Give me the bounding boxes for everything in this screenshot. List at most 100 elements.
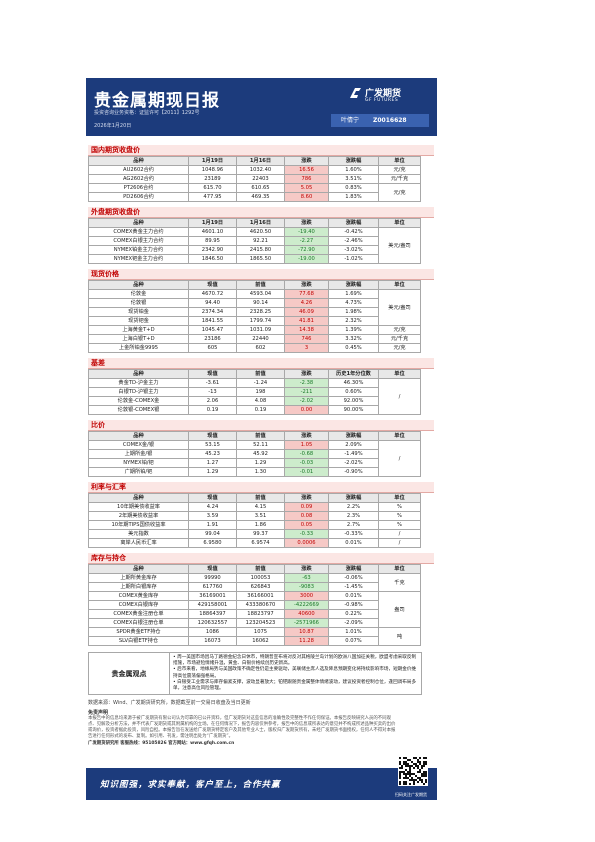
column-header: 现值 [188, 369, 237, 379]
qr-module [413, 781, 415, 783]
column-header: 涨跌 [284, 156, 329, 166]
qr-module [403, 757, 405, 759]
column-header: 品种 [88, 218, 189, 228]
column-header: 品种 [88, 493, 189, 503]
column-header: 涨跌 [284, 218, 329, 228]
qr-module [407, 773, 409, 775]
cell: 1.86 [236, 520, 285, 530]
item-name: 10年期美债收益率 [88, 502, 189, 512]
qr-module [405, 783, 407, 785]
unit: / [378, 538, 421, 548]
cell: 77.68 [284, 289, 329, 299]
cell: -3.61 [188, 378, 237, 388]
section: 基差 品种 现值 前值 涨跌 历史1年分位数 单位 黄金TD-沪金主力 -3.61 -1.24 -2… [88, 358, 435, 415]
cell: 1.01% [328, 627, 379, 637]
cell: 18823797 [236, 609, 285, 619]
unit: % [378, 502, 421, 512]
license: 投资咨询业务资格：证监许可【2011】1292号 [94, 110, 200, 116]
qr-module [405, 761, 407, 763]
slogan: 知识图强，求实奉献，客户至上，合作共赢 [100, 780, 281, 790]
qr-module [425, 775, 427, 777]
cell: 2.32% [328, 316, 379, 326]
cell: 16073 [188, 636, 237, 646]
item-name: 美元指数 [88, 529, 189, 539]
cell: 1865.50 [236, 254, 285, 264]
data-row: 上期所白银库存 617760 626843 -9083 -1.45% [88, 582, 421, 592]
column-header: 单位 [378, 218, 421, 228]
data-row: 上期所黄金库存 99990 100053 -63 -0.06% 千克 [88, 573, 421, 592]
cell: -19.00 [284, 254, 329, 264]
cell: 1.83% [328, 192, 379, 202]
qr-module [411, 773, 413, 775]
cell: -0.90% [328, 467, 379, 477]
header-row: 品种 现值 前值 涨跌 涨跌幅 单位 [88, 280, 421, 290]
column-header: 涨跌 [284, 564, 329, 574]
cell: 1.29 [236, 458, 285, 468]
column-header: 1月19日 [188, 218, 237, 228]
cell: 433380670 [236, 600, 285, 610]
item-name: COMEX金/银 [88, 440, 189, 450]
cell: 0.05 [284, 520, 329, 530]
column-header: 单位 [378, 431, 421, 441]
cell: 36166001 [236, 591, 285, 601]
column-header: 涨跌 [284, 369, 329, 379]
cell: 4670.72 [188, 289, 237, 299]
qr-module [409, 767, 411, 769]
data-table: 品种 现值 前值 涨跌 涨跌幅 单位 伦敦金 4670.72 4593.04 77.68 1.69%… [88, 280, 421, 353]
cell: 610.65 [236, 183, 285, 193]
qr-module [409, 783, 411, 785]
column-header: 现值 [188, 431, 237, 441]
cell: 198 [236, 387, 285, 397]
cell: 120632557 [188, 618, 237, 628]
item-name: COMEX黄金库存 [88, 591, 189, 601]
cell: 41.81 [284, 316, 329, 326]
cell: 2415.80 [236, 245, 285, 255]
cell: 0.00 [284, 405, 329, 415]
cell: -1.45% [328, 582, 379, 592]
qr-module [411, 777, 413, 779]
qr-module [421, 781, 423, 783]
cell: 16.56 [284, 165, 329, 175]
cell: -211 [284, 387, 329, 397]
data-row: COMEX白银主力合约 89.95 92.21 -2.27 -2.46% [88, 236, 421, 246]
column-header: 现值 [188, 280, 237, 290]
logo-icon [350, 88, 361, 98]
data-row: 伦敦银-COMEX银 0.19 0.19 0.00 90.00% [88, 405, 421, 415]
qr-module [415, 765, 417, 767]
disclaimer-title: 免责声明 [88, 710, 109, 717]
qr-module [409, 771, 411, 773]
data-row: COMEX黄金注册仓单 18864397 18823797 40600 0.22% [88, 609, 421, 619]
data-row: 白银TD-沪银主力 -13 198 -211 0.60% [88, 387, 421, 397]
item-name: 上海黄金T+D [88, 325, 189, 335]
header-row: 品种 现值 前值 涨跌 涨跌幅 单位 [88, 493, 421, 503]
cell: -0.33% [328, 529, 379, 539]
cell: 626843 [236, 582, 285, 592]
cell: 3.51% [328, 174, 379, 184]
cell: 1032.40 [236, 165, 285, 175]
qr-module [423, 765, 425, 767]
data-row: NYMEX钯金主力合约 1846.50 1865.50 -19.00 -1.02% [88, 254, 421, 264]
item-name: 上金所铂金9995 [88, 343, 189, 353]
column-header: 品种 [88, 431, 189, 441]
cell: 0.22% [328, 609, 379, 619]
cell: 0.19 [188, 405, 237, 415]
cell: -2.46% [328, 236, 379, 246]
data-row: 10年期TIPS国债收益率 1.91 1.86 0.05 2.7%% [88, 520, 421, 530]
qr-module [419, 763, 421, 765]
analyst-box: 叶倩宁 Z0016628 [331, 114, 429, 127]
qr-module [411, 779, 413, 781]
cell: 4.24 [188, 502, 237, 512]
data-row: 美元指数 99.04 99.37 -0.33 -0.33% / [88, 529, 421, 539]
qr-module [413, 767, 415, 769]
qr-module [399, 777, 401, 779]
cell: 5.05 [284, 183, 329, 193]
item-name: COMEX白银注册仓单 [88, 618, 189, 628]
cell: -0.98% [328, 600, 379, 610]
cell: 45.23 [188, 449, 237, 459]
data-table: 品种 现值 前值 涨跌 涨跌幅 单位 COMEX金/银 53.15 52.11 1.05 2.09%… [88, 431, 421, 477]
cell: 429158001 [188, 600, 237, 610]
column-header: 历史1年分位数 [328, 369, 379, 379]
data-row: 离岸人民币汇率 6.9580 6.9574 0.0006 0.01% / [88, 538, 421, 548]
cell: -0.06% [328, 573, 379, 583]
